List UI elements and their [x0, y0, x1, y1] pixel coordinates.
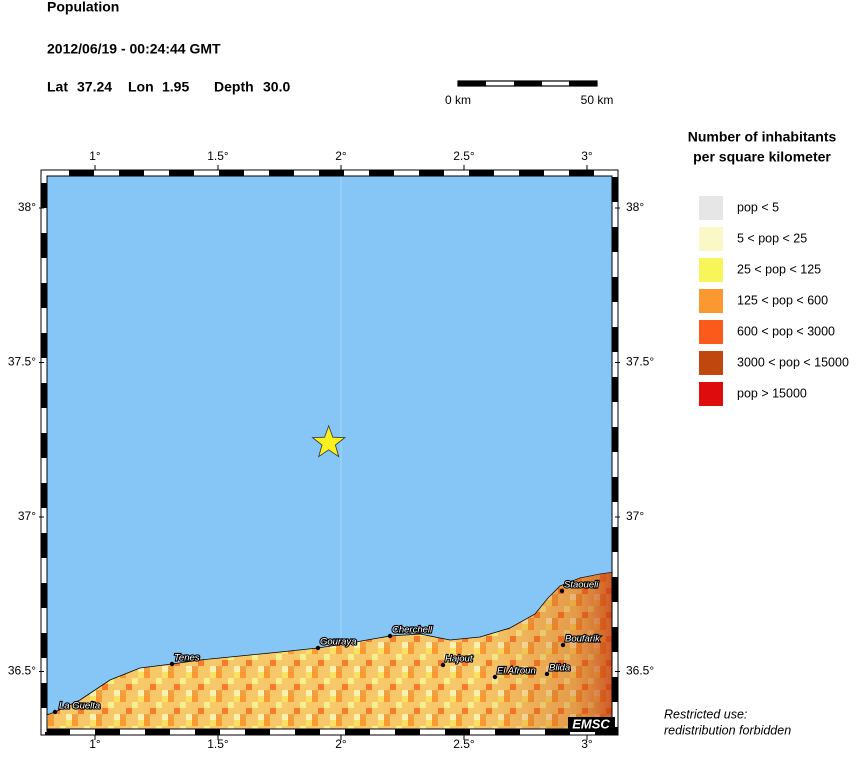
legend-swatch	[699, 320, 723, 344]
city-dot	[440, 662, 446, 668]
footer-line: Restricted use:	[664, 707, 747, 721]
depth-value: 30.0	[263, 79, 290, 95]
city-label: Boufarik	[565, 634, 601, 645]
city-dot	[315, 645, 321, 651]
y-tick-label: 38°	[18, 200, 36, 214]
x-tick-label: 3°	[581, 149, 593, 163]
legend-swatch	[699, 227, 723, 251]
x-tick-label: 2.5°	[453, 149, 475, 163]
y-tick-label: 37°	[626, 509, 644, 523]
x-tick-label: 1°	[89, 149, 101, 163]
x-tick-label: 2°	[335, 149, 347, 163]
city-label: Blida	[549, 663, 570, 674]
city-dot	[559, 588, 565, 594]
y-tick-label: 36.5°	[8, 664, 36, 678]
x-tick-label: 1.5°	[207, 149, 229, 163]
legend-swatch	[699, 382, 723, 406]
map	[40, 169, 619, 736]
legend-title: Number of inhabitants	[688, 129, 837, 145]
scale-end: 50 km	[581, 93, 614, 107]
legend-label: 5 < pop < 25	[737, 231, 807, 245]
legend-title: per square kilometer	[693, 149, 831, 165]
legend-swatch	[699, 196, 723, 220]
city-dot	[52, 709, 58, 715]
city-label: Tenes	[174, 653, 200, 664]
city-dot	[169, 661, 175, 667]
x-tick-label: 3°	[581, 737, 593, 751]
epicenter	[311, 424, 347, 458]
lat-value: 37.24	[77, 79, 112, 95]
legend-label: 600 < pop < 3000	[737, 324, 835, 338]
city-dot	[544, 671, 550, 677]
city-dot	[492, 674, 498, 680]
scale-bar	[457, 80, 598, 87]
legend-label: pop > 15000	[737, 386, 807, 400]
x-tick-label: 1°	[89, 737, 101, 751]
city-dot	[560, 642, 566, 648]
datetime: 2012/06/19 - 00:24:44 GMT	[47, 41, 221, 57]
legend-label: 125 < pop < 600	[737, 293, 828, 307]
title: Population	[47, 0, 119, 15]
city-label: Gouraya	[320, 637, 356, 648]
y-tick-label: 36.5°	[626, 664, 654, 678]
lon-label: Lon	[128, 79, 154, 95]
city-label: La Guelta	[59, 701, 100, 712]
x-tick-label: 2.5°	[453, 737, 475, 751]
city-label: El Afroun	[497, 666, 536, 677]
y-tick-label: 37°	[18, 509, 36, 523]
lat-label: Lat	[47, 79, 68, 95]
legend-label: pop < 5	[737, 200, 779, 214]
legend-label: 3000 < pop < 15000	[737, 355, 849, 369]
x-tick-label: 1.5°	[207, 737, 229, 751]
x-tick-label: 2°	[335, 737, 347, 751]
legend-swatch	[699, 289, 723, 313]
depth-label: Depth	[214, 79, 254, 95]
footer-line: redistribution forbidden	[664, 723, 791, 737]
legend-swatch	[699, 258, 723, 282]
y-tick-label: 37.5°	[8, 355, 36, 369]
city-dot	[387, 633, 393, 639]
scale-start: 0 km	[445, 93, 471, 107]
credit: EMSC	[572, 716, 610, 731]
legend-label: 25 < pop < 125	[737, 262, 821, 276]
y-tick-label: 37.5°	[626, 355, 654, 369]
city-label: Staoueli	[564, 580, 599, 591]
lon-value: 1.95	[162, 79, 189, 95]
city-label: Cherchell	[392, 625, 433, 636]
y-tick-label: 38°	[626, 200, 644, 214]
legend-swatch	[699, 351, 723, 375]
city-label: Hajout	[445, 654, 473, 665]
